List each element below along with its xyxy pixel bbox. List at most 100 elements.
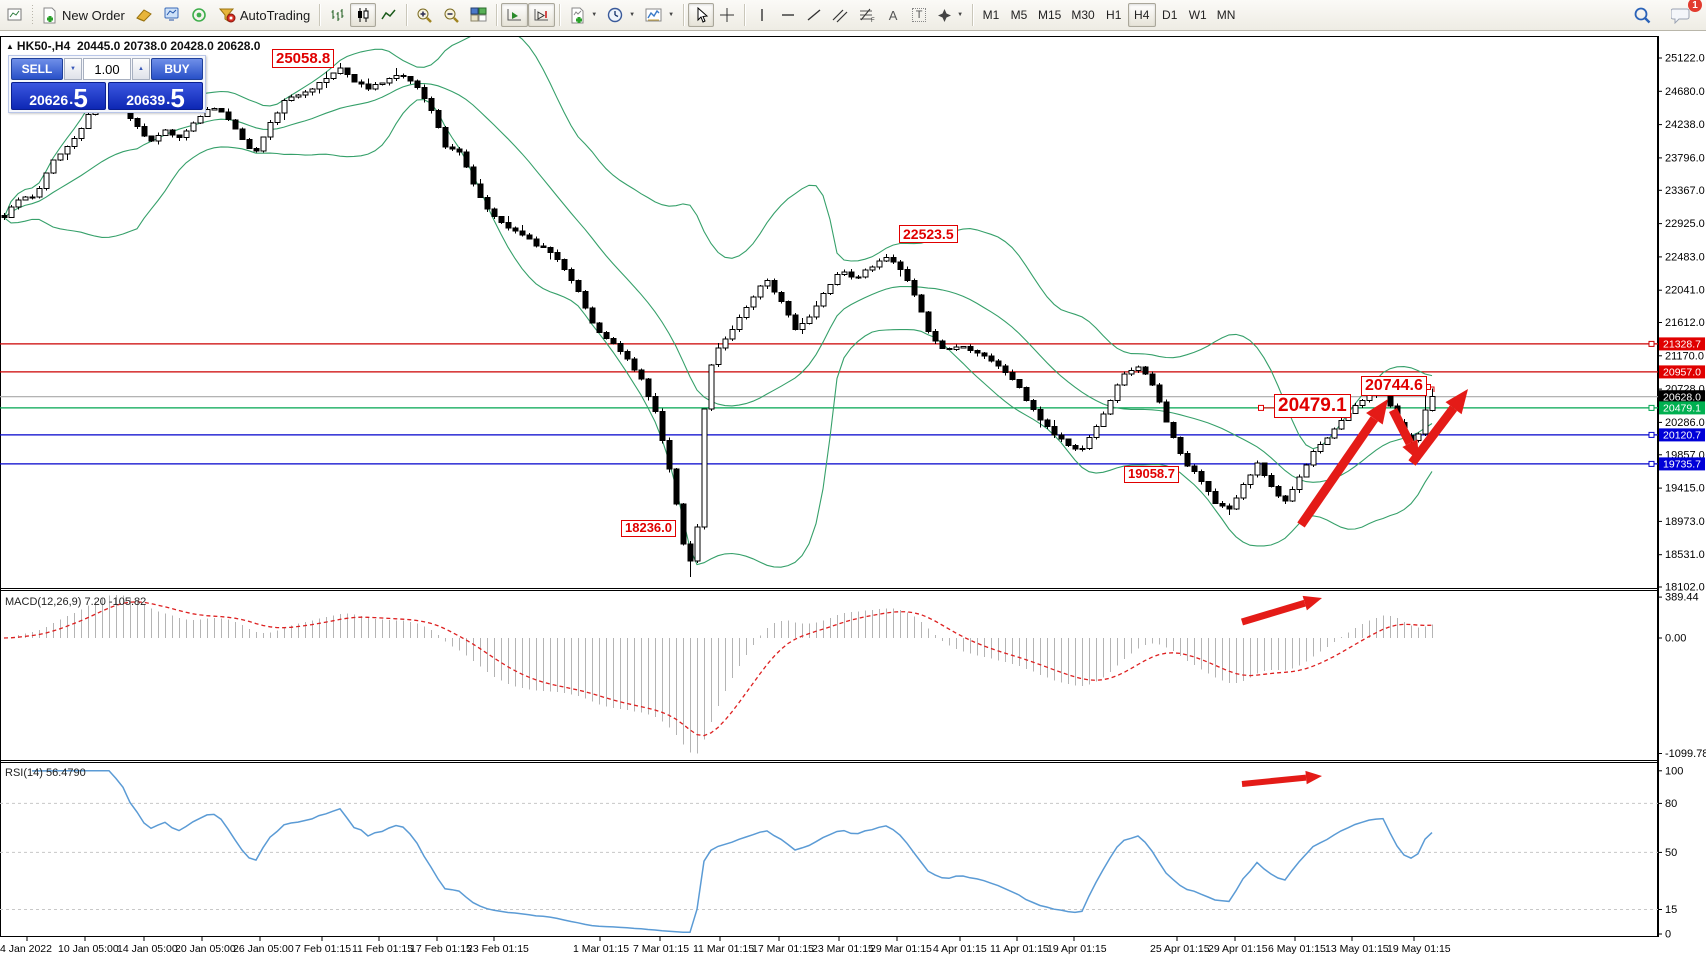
timeframe-button-M15[interactable]: M15	[1033, 3, 1066, 27]
timeframe-button-M1[interactable]: M1	[977, 3, 1005, 27]
toolbar-separator	[559, 4, 561, 26]
rsi-levels	[0, 802, 1658, 910]
fibonacci-tool-button[interactable]: F	[853, 3, 880, 27]
arrow-head	[1302, 595, 1322, 611]
volume-decrease-button[interactable]: ▼	[64, 58, 82, 80]
price-tick-label: 25122.0	[1665, 53, 1705, 65]
price-tick-label: 24680.0	[1665, 86, 1705, 98]
toolbar-grip	[30, 5, 34, 25]
rsi-tick-label: 15	[1665, 904, 1677, 916]
horizontal-line-tool-button[interactable]	[775, 3, 801, 27]
periods-button[interactable]: ▼	[602, 3, 640, 27]
sell-price-pip: 5	[73, 82, 88, 113]
bollinger-bands	[3, 37, 1433, 568]
indicators-button[interactable]: ▼	[564, 3, 602, 27]
autotrading-button[interactable]: AutoTrading	[213, 3, 315, 27]
one-click-trading-panel: SELL ▼ ▲ BUY 20626 . 5 20639 . 5	[8, 55, 206, 113]
bar-chart-type-button[interactable]	[324, 3, 350, 27]
timeframe-button-MN[interactable]: MN	[1212, 3, 1241, 27]
text-label-tool-button[interactable]: T	[906, 3, 932, 27]
chart-shift-icon	[533, 7, 550, 23]
templates-button[interactable]: ▼	[640, 3, 679, 27]
time-tick-label: 26 Jan 05:00	[233, 943, 294, 954]
signal-icon	[191, 7, 208, 23]
crosshair-tool-button[interactable]	[714, 3, 740, 27]
time-tick-label: 23 Feb 01:15	[467, 943, 529, 954]
arrow-head	[1366, 399, 1388, 425]
auto-scroll-icon	[506, 7, 523, 23]
line-chart-type-button[interactable]	[376, 3, 402, 27]
buy-price-dot: .	[166, 91, 171, 108]
price-badge-20120.7: 20120.7	[1663, 430, 1701, 442]
zoom-in-button[interactable]	[411, 3, 438, 27]
toolbar-separator	[406, 4, 408, 26]
auto-scroll-button[interactable]	[501, 3, 529, 27]
chat-button[interactable]: 1	[1666, 0, 1702, 27]
rsi-tick-label: 0	[1665, 929, 1671, 941]
time-tick-label: 4 Jan 2022	[0, 943, 52, 954]
rsi-line	[32, 770, 1433, 934]
candlestick-icon	[355, 7, 371, 23]
candlestick-type-button[interactable]	[350, 3, 377, 27]
volume-input[interactable]	[83, 58, 131, 80]
price-tick-label: 24238.0	[1665, 119, 1705, 131]
search-button[interactable]	[1628, 3, 1656, 27]
time-tick-label: 19 May 01:15	[1387, 943, 1451, 954]
text-label-icon: T	[911, 8, 927, 22]
time-tick-label: 11 Apr 01:15	[990, 943, 1049, 954]
tile-windows-button[interactable]	[465, 3, 492, 27]
rsi-tick-label: 50	[1665, 847, 1677, 859]
timeframe-button-H4[interactable]: H4	[1127, 3, 1156, 27]
arrow-shaft	[1240, 599, 1306, 626]
terminal-button[interactable]	[158, 3, 186, 27]
text-tool-button[interactable]: A	[880, 3, 906, 27]
time-tick-label: 10 Jan 05:00	[58, 943, 119, 954]
price-badge-20479.1: 20479.1	[1663, 403, 1701, 415]
cursor-tool-button[interactable]	[688, 3, 715, 27]
toolbar-separator	[496, 4, 498, 26]
alerts-signal-button[interactable]	[186, 3, 213, 27]
price-badge-20628.0: 20628.0	[1663, 391, 1701, 403]
price-tick-label: 21170.0	[1665, 350, 1704, 362]
arrow-shaft	[1388, 407, 1414, 446]
timeframe-button-W1[interactable]: W1	[1184, 3, 1212, 27]
trend-arrows[interactable]	[1240, 389, 1468, 787]
sell-price-display[interactable]: 20626 . 5	[11, 82, 106, 113]
editor-icon	[135, 7, 153, 23]
time-tick-label: 1 Mar 01:15	[573, 943, 629, 954]
channel-tool-button[interactable]	[827, 3, 853, 27]
time-tick-label: 29 Apr 01:15	[1208, 943, 1268, 954]
zoom-out-button[interactable]	[438, 3, 465, 27]
buy-price-pip: 5	[170, 82, 185, 113]
buy-button[interactable]: BUY	[151, 58, 203, 80]
time-tick-label: 7 Mar 01:15	[633, 943, 689, 954]
arrow-shaft	[1241, 774, 1307, 787]
chart-shift-button[interactable]	[528, 3, 556, 27]
time-tick-label: 25 Apr 01:15	[1150, 943, 1210, 954]
time-tick-label: 20 Jan 05:00	[175, 943, 236, 954]
chart-window-button[interactable]	[2, 3, 28, 27]
buy-price-display[interactable]: 20639 . 5	[108, 82, 203, 113]
vertical-line-tool-button[interactable]	[749, 3, 775, 27]
timeframe-button-H1[interactable]: H1	[1100, 3, 1128, 27]
macd-histogram	[11, 594, 1433, 754]
time-tick-label: 6 May 01:15	[1268, 943, 1326, 954]
arrows-icon	[937, 8, 952, 23]
editor-button[interactable]	[130, 3, 158, 27]
new-order-button[interactable]: New Order	[36, 3, 130, 27]
volume-increase-button[interactable]: ▲	[132, 58, 150, 80]
arrows-tool-button[interactable]: ▼	[932, 3, 968, 27]
annotation-connectors	[1258, 384, 1435, 411]
timeframe-button-D1[interactable]: D1	[1156, 3, 1184, 27]
price-tick-label: 22925.0	[1665, 218, 1705, 230]
time-tick-label: 14 Jan 05:00	[117, 943, 178, 954]
toolbar-separator	[972, 4, 974, 26]
timeframe-button-M30[interactable]: M30	[1066, 3, 1099, 27]
sell-button[interactable]: SELL	[11, 58, 63, 80]
zoom-out-icon	[443, 7, 460, 24]
time-tick-label: 23 Mar 01:15	[812, 943, 874, 954]
timeframe-button-M5[interactable]: M5	[1005, 3, 1033, 27]
trendline-tool-button[interactable]	[801, 3, 827, 27]
